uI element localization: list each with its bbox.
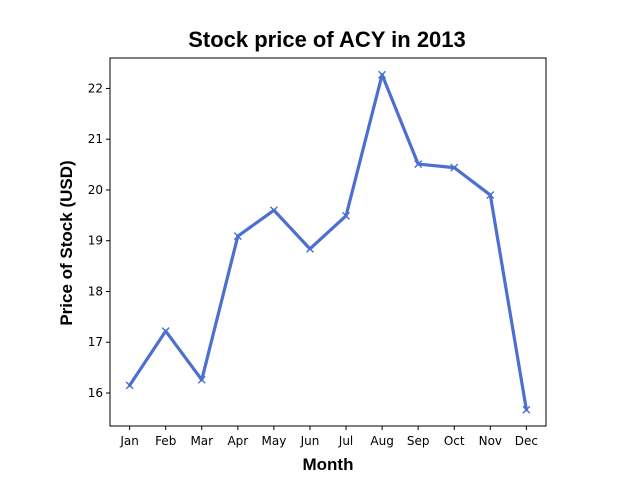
- data-point: [378, 70, 387, 79]
- x-tick-label: Nov: [479, 434, 502, 448]
- data-point: [233, 232, 242, 241]
- y-tick-label: 19: [88, 234, 103, 248]
- x-tick-label: Jan: [119, 434, 139, 448]
- y-axis-label: Price of Stock (USD): [57, 160, 76, 325]
- series-line: [128, 73, 528, 412]
- data-point: [450, 163, 459, 172]
- data-point: [125, 381, 134, 390]
- y-axis: 16 17 18 19 20 21 22: [88, 81, 110, 400]
- data-point: [197, 375, 206, 384]
- x-axis: Jan Feb Mar Apr May Jun Jul Aug Sep Oct Nov Dec: [119, 426, 538, 448]
- x-tick-label: Jun: [300, 434, 320, 448]
- y-tick-label: 20: [88, 183, 103, 197]
- data-point: [342, 211, 351, 220]
- data-point: [414, 160, 423, 169]
- data-point: [486, 191, 495, 200]
- x-tick-label: Apr: [227, 434, 248, 448]
- y-tick-label: 22: [88, 81, 103, 95]
- y-tick-label: 17: [88, 335, 103, 349]
- data-point: [269, 206, 278, 215]
- data-point: [305, 244, 314, 253]
- data-point: [161, 327, 170, 336]
- x-tick-label: May: [261, 434, 286, 448]
- x-tick-label: Aug: [370, 434, 393, 448]
- data-point: [522, 405, 531, 414]
- x-axis-label: Month: [303, 455, 354, 474]
- x-tick-label: Mar: [190, 434, 213, 448]
- x-tick-label: Jul: [338, 434, 353, 448]
- x-tick-label: Oct: [444, 434, 465, 448]
- chart-title: Stock price of ACY in 2013: [188, 27, 466, 52]
- plot-frame: [109, 57, 547, 427]
- y-tick-label: 18: [88, 284, 103, 298]
- y-tick-label: 16: [88, 386, 103, 400]
- series-group: [125, 70, 531, 414]
- x-tick-label: Sep: [407, 434, 430, 448]
- y-tick-label: 21: [88, 132, 103, 146]
- x-tick-label: Feb: [155, 434, 176, 448]
- x-tick-label: Dec: [515, 434, 538, 448]
